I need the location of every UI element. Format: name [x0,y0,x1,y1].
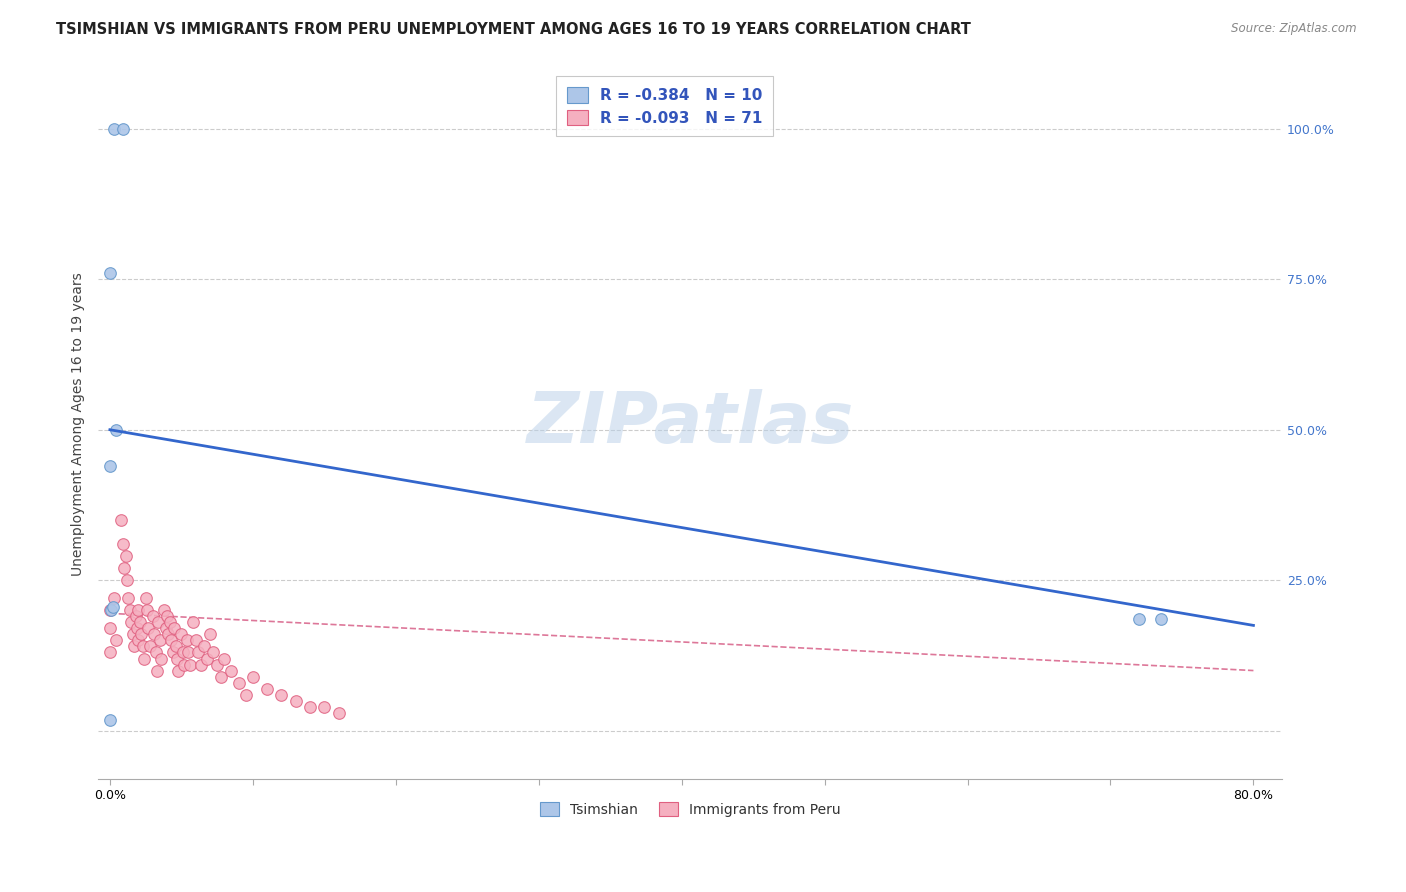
Point [173,657,195,672]
Point [124,609,146,624]
Point [160,633,183,648]
Point [156,609,179,624]
Point [146,664,169,678]
Point [284,693,307,707]
Point [201,645,224,659]
Point [193,640,215,654]
Point [162,645,184,659]
Text: Source: ZipAtlas.com: Source: ZipAtlas.com [1232,22,1357,36]
Point [314,699,336,714]
Point [190,657,212,672]
Point [198,627,221,641]
Point [1128,612,1150,626]
Text: TSIMSHIAN VS IMMIGRANTS FROM PERU UNEMPLOYMENT AMONG AGES 16 TO 19 YEARS CORRELA: TSIMSHIAN VS IMMIGRANTS FROM PERU UNEMPL… [56,22,972,37]
Point [127,633,149,648]
Legend: Tsimshian, Immigrants from Peru: Tsimshian, Immigrants from Peru [531,794,849,825]
Point [153,603,176,617]
Point [187,645,209,659]
Point [121,627,143,641]
Point [150,651,173,665]
Point [157,627,180,641]
Point [159,615,181,630]
Point [110,513,132,527]
Point [101,600,124,615]
Point [98,266,121,280]
Point [1149,612,1171,626]
Point [166,651,188,665]
Point [221,664,243,678]
Point [100,603,122,617]
Point [155,621,177,635]
Point [104,633,127,648]
Point [98,458,121,473]
Point [176,633,198,648]
Point [128,615,150,630]
Point [111,537,134,551]
Point [127,603,149,617]
Point [298,699,321,714]
Point [172,645,194,659]
Point [136,603,159,617]
Point [163,621,186,635]
Point [145,645,167,659]
Point [181,615,204,630]
Point [209,669,232,683]
Point [114,549,136,563]
Point [135,591,157,606]
Point [104,423,127,437]
Point [270,688,292,702]
Y-axis label: Unemployment Among Ages 16 to 19 years: Unemployment Among Ages 16 to 19 years [72,272,86,575]
Point [149,633,172,648]
Point [103,121,125,136]
Point [103,591,125,606]
Point [98,603,121,617]
Point [228,675,250,690]
Point [115,573,138,587]
Point [139,640,162,654]
Point [118,603,141,617]
Point [122,640,145,654]
Point [167,664,190,678]
Point [125,621,148,635]
Point [235,688,257,702]
Point [98,713,121,727]
Point [205,657,228,672]
Point [170,627,193,641]
Point [165,640,187,654]
Point [112,561,135,575]
Point [142,609,165,624]
Point [177,645,200,659]
Point [256,681,278,696]
Point [242,669,264,683]
Point [179,657,201,672]
Point [131,627,153,641]
Point [120,615,142,630]
Point [138,621,160,635]
Point [98,621,121,635]
Point [111,121,134,136]
Point [184,633,207,648]
Point [134,651,156,665]
Point [132,640,155,654]
Point [328,706,350,720]
Text: ZIPatlas: ZIPatlas [526,389,853,458]
Point [98,645,121,659]
Point [148,615,170,630]
Point [143,627,166,641]
Point [195,651,218,665]
Point [117,591,139,606]
Point [212,651,235,665]
